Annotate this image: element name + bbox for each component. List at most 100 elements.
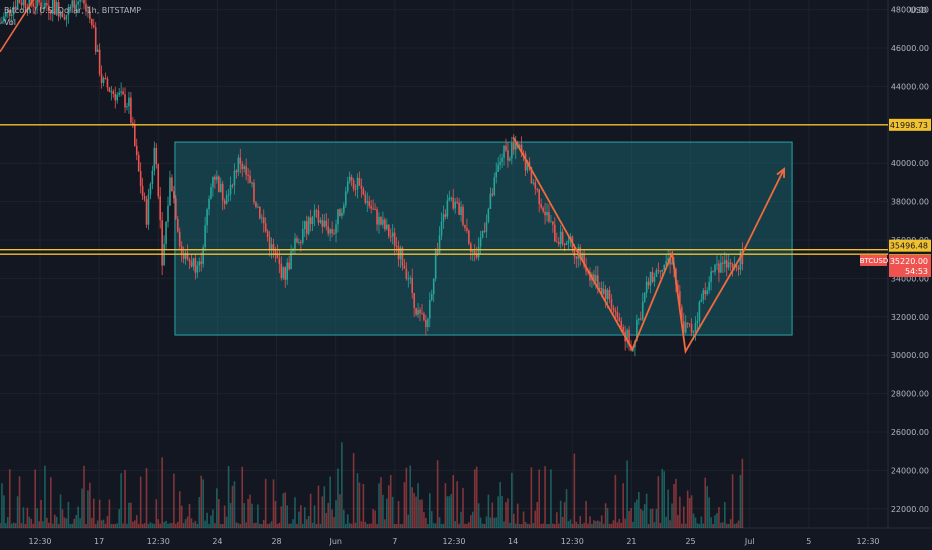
volume-bar [440,523,443,528]
candle-body [272,244,275,251]
volume-bar [673,483,675,528]
candle-body [346,181,349,192]
volume-bar [155,499,158,528]
candle-body [714,264,716,272]
volume-bar [606,508,609,528]
candle-body [171,177,173,192]
volume-bar [268,523,271,528]
volume-bar [618,518,621,528]
candle-body [438,235,441,254]
volume-bar [671,503,673,528]
volume-bar [659,523,662,528]
candle-body [290,251,292,270]
volume-bar [415,496,417,528]
candle-body [682,321,685,333]
candle-body [108,87,111,92]
volume-bar [737,520,740,528]
candle-body [34,6,36,8]
candle-body [266,231,269,238]
x-tick-label: 12:30 [561,537,584,546]
volume-bar [194,520,197,528]
candle-body [219,183,222,193]
volume-bar [643,504,646,528]
volume-bar [10,523,13,528]
candle-body [286,262,288,280]
volume-bar [159,523,161,528]
volume-bar [346,514,349,528]
candle-body [145,199,148,225]
volume-bar [571,523,574,528]
volume-bar [38,521,40,528]
level-tag: 35496.48 [890,242,928,251]
candle-body [456,201,458,203]
volume-bar [393,523,396,528]
volume-bar [274,501,277,528]
candle-body [161,220,163,266]
volume-bar [442,523,445,528]
candle-body [589,272,591,281]
volume-bar [24,523,27,528]
volume-bar [481,523,484,528]
candle-body [559,231,562,245]
candle-body [661,269,664,272]
x-tick-label: 5 [806,537,811,546]
volume-bar [130,502,132,528]
volume-bar [245,522,247,528]
volume-bar [219,523,222,528]
volume-bar [620,522,623,528]
level-tag-box [889,118,931,131]
symbol-title[interactable]: Bitcoin / U.S. Dollar, 1h, BITSTAMP [4,6,142,15]
candle-body [18,0,21,3]
candle-body [69,6,72,8]
volume-bar [132,521,134,528]
volume-bar [622,483,624,528]
candle-body [387,224,390,237]
volume-bar [421,499,423,528]
volume-bar [313,505,316,528]
volume-bar [235,522,238,528]
candle-body [489,193,492,210]
candle-body [376,209,378,225]
volume-bar [348,523,351,528]
volume-bar [303,507,306,528]
candle-body [333,233,335,235]
volume-bar [380,477,382,528]
volume-bar [432,523,435,528]
volume-bar [386,498,388,528]
candle-body [225,195,228,204]
volume-bar [112,523,115,528]
candle-body [514,143,517,150]
volume-bar [735,523,738,528]
candle-body [419,309,421,314]
candle-body [372,208,374,210]
volume-bar [634,502,636,528]
volume-bar [636,499,638,528]
volume-bar [337,468,339,528]
candle-body [475,253,478,258]
volume-bar [456,481,458,528]
volume-bar [8,469,11,528]
volume-bar [81,488,83,528]
candle-body [42,8,44,10]
volume-bar [352,453,355,528]
volume-bar [133,520,136,528]
volume-bar [667,489,669,528]
candle-body [520,144,523,153]
volume-bar [294,497,296,528]
candle-body [118,92,120,95]
candle-body [229,184,232,195]
volume-bar [593,520,595,528]
volume-label[interactable]: Vol [4,18,16,27]
volume-bar [214,523,216,528]
candle-body [464,224,466,228]
candle-body [368,201,371,207]
candle-body [636,319,638,342]
candle-body [204,225,206,248]
volume-bar [40,499,42,528]
volume-bar [204,520,206,528]
volume-bar [434,523,437,528]
volume-bar [200,475,203,528]
volume-bar [499,482,501,528]
volume-bar [315,523,318,528]
